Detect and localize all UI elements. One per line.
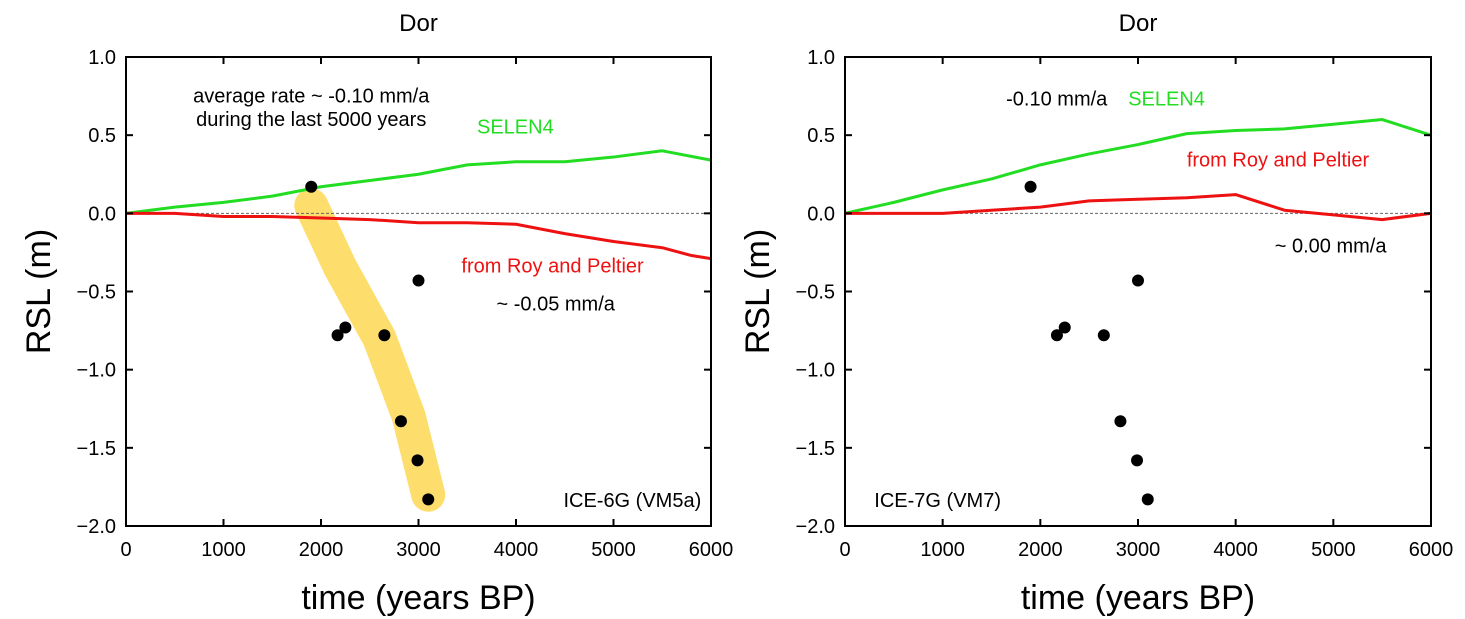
annotation-label: ICE-6G (VM5a) — [563, 490, 701, 512]
y-tick-label: 1.0 — [88, 47, 116, 69]
y-tick-label: 0.0 — [807, 203, 835, 225]
chart-title: Dor — [1119, 10, 1158, 37]
x-tick-label: 2000 — [1018, 539, 1063, 561]
x-tick-label: 6000 — [1409, 539, 1454, 561]
annotation-label: ~ -0.05 mm/a — [497, 293, 616, 315]
data-point — [422, 493, 435, 506]
data-point — [411, 454, 424, 467]
data-point — [1141, 493, 1154, 506]
y-axis-label: RSL (m) — [739, 229, 777, 354]
x-tick-label: 5000 — [591, 539, 636, 561]
x-tick-label: 5000 — [1311, 539, 1356, 561]
plot-area — [845, 118, 1431, 506]
x-tick-label: 3000 — [396, 539, 441, 561]
data-point — [1024, 180, 1037, 193]
data-point — [412, 274, 425, 287]
y-tick-label: 0.5 — [88, 125, 116, 147]
annotation-label: ICE-7G (VM7) — [874, 490, 1001, 512]
data-point — [1114, 415, 1127, 428]
y-tick-label: −0.5 — [77, 282, 116, 304]
series-line-from-roy-and-peltier — [126, 211, 711, 261]
annotation-label: SELEN4 — [477, 117, 554, 139]
x-tick-label: 4000 — [494, 539, 539, 561]
y-tick-label: 0.0 — [88, 203, 116, 225]
right-chart-panel: 0 1000 2000 3000 4000 5000 6000 1.0 0.5 0.0 −0.5 −1… — [739, 10, 1453, 617]
y-tick-label: −0.5 — [796, 282, 835, 304]
data-point — [378, 329, 391, 342]
annotation-label: during the last 5000 years — [196, 109, 426, 131]
y-axis-label: RSL (m) — [20, 229, 58, 354]
data-point — [394, 415, 407, 428]
x-tick-label: 4000 — [1213, 539, 1258, 561]
y-tick-label: −1.5 — [77, 438, 116, 460]
y-tick-label: 0.5 — [807, 125, 835, 147]
y-tick-label: 1.0 — [807, 47, 835, 69]
trend-band — [294, 188, 446, 512]
annotation-label: from Roy and Peltier — [1187, 149, 1370, 171]
annotation-label: SELEN4 — [1128, 88, 1205, 110]
data-point — [1132, 274, 1144, 287]
series-line-selen4 — [126, 149, 711, 215]
x-tick-label: 1000 — [201, 539, 246, 561]
data-point — [1050, 329, 1063, 342]
x-tick-label: 0 — [120, 539, 131, 561]
annotation-label: -0.10 mm/a — [1006, 88, 1108, 110]
y-tick-label: −2.0 — [796, 516, 835, 538]
annotation-label: average rate ~ -0.10 mm/a — [193, 85, 430, 107]
data-point — [1131, 454, 1144, 467]
data-point — [339, 321, 352, 334]
series-line-selen4 — [845, 118, 1431, 215]
y-tick-label: −1.0 — [77, 360, 116, 382]
y-tick-label: −1.5 — [796, 438, 835, 460]
data-point — [331, 329, 344, 342]
data-point — [1058, 321, 1071, 334]
data-point — [305, 180, 318, 193]
x-tick-label: 6000 — [689, 539, 734, 561]
x-tick-label: 3000 — [1116, 539, 1161, 561]
x-tick-label: 0 — [839, 539, 850, 561]
annotation-label: from Roy and Peltier — [461, 256, 644, 278]
x-tick-label: 1000 — [920, 539, 965, 561]
plot-area — [126, 149, 711, 512]
x-axis-label: time (years BP) — [301, 579, 535, 617]
y-tick-label: −1.0 — [796, 360, 835, 382]
data-point — [1097, 329, 1110, 342]
x-axis-label: time (years BP) — [1021, 579, 1255, 617]
x-tick-label: 2000 — [299, 539, 344, 561]
series-line-from-roy-and-peltier — [845, 193, 1431, 222]
chart-title: Dor — [399, 10, 438, 37]
annotation-label: ~ 0.00 mm/a — [1275, 235, 1388, 257]
y-tick-label: −2.0 — [77, 516, 116, 538]
left-chart-panel: 0 1000 2000 3000 4000 5000 6000 1.0 0.5 0.0 −0.5 −1… — [20, 10, 733, 617]
